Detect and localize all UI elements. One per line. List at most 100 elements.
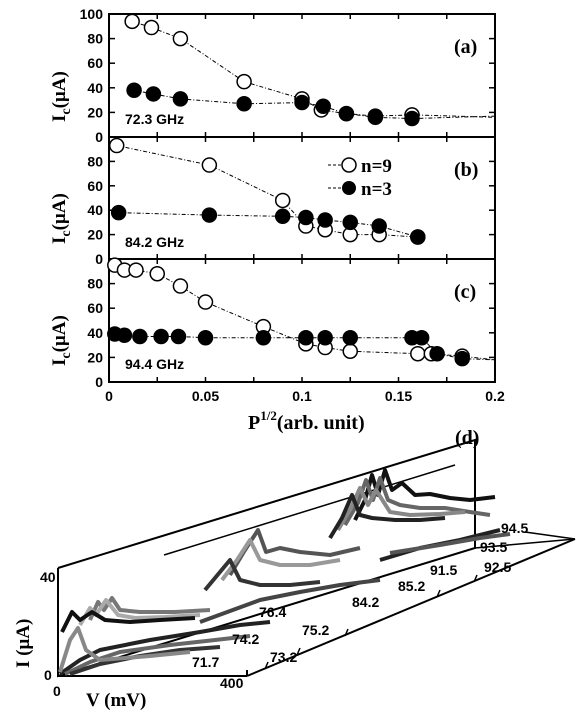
point-filled-0-2 [172,91,189,107]
point-filled-2-11 [413,329,430,346]
trace-front-5 [199,578,381,624]
point-filled-2-12 [429,345,445,362]
trace-84-2 [220,538,341,582]
point-filled-0-7 [367,109,384,126]
panel-d-depth-axis [246,538,576,677]
point-filled-2-2 [132,328,148,345]
panel-d-xtick-400: 400 [220,675,244,691]
y-label-c-unit: (μA) [49,315,70,352]
panel-label-a: (a) [454,36,477,58]
point-open-1-0 [108,137,125,154]
point-open-2-3 [149,266,165,282]
x-label-sup: 1/2 [260,408,277,423]
y-tick-label-1-3: 60 [87,178,103,194]
point-filled-1-3 [298,209,314,226]
point-filled-2-8 [317,329,333,346]
y-tick-label-1-1: 20 [87,227,103,243]
y-axis-label-c: Ic(μA) [49,315,74,366]
point-filled-1-2 [274,208,291,225]
y-tick-label-0-2: 40 [87,80,103,96]
svg-text:Ic(μA): Ic(μA) [49,315,74,366]
panel-label-c: (c) [454,281,476,303]
y-tick-label-0-4: 80 [87,31,103,47]
legend-marker-filled [342,181,356,195]
panel-d-depth-ticks [264,574,478,670]
depth-tick-3 [344,628,349,637]
legend: n=9 n=3 [328,156,392,200]
point-filled-1-1 [201,207,218,223]
y-label-b-main: I [49,237,70,244]
annotation-94-4: 94.4 GHz [125,356,184,372]
y-tick-label-0-0: 0 [95,129,103,145]
trace-75-2 [88,596,211,621]
trace-74-2 [78,598,201,627]
trace-73-2 [60,610,196,633]
point-filled-0-3 [236,96,252,112]
point-filled-2-9 [342,329,358,346]
point-filled-1-5 [342,214,358,231]
point-filled-2-3 [153,328,169,345]
scatter-layer: 0 20 40 60 80 100 0 20 40 60 80 0 20 40 60 80 0 0.05 0.1 0.… [80,6,505,404]
panel-label-b: (b) [454,159,478,181]
z-label-74-2: 74.2 [232,631,259,647]
x-tick-label-0: 0 [105,388,113,404]
depth-tick-5 [473,574,478,583]
y-label-c-sub: c [59,352,74,358]
panel-d-xtick-0: 0 [53,683,61,699]
panel-d-back-frame [57,438,476,678]
point-filled-2-7 [298,329,314,346]
point-open-0-2 [172,30,189,47]
trace-front-7 [389,532,511,555]
point-open-1-1 [201,157,218,173]
trace-94-5 [353,468,496,521]
point-open-2-10 [410,345,426,362]
y-tick-label-2-3: 60 [87,300,103,316]
x-axis-label: P1/2(arb. unit) [248,408,365,434]
y-tick-label-2-0: 0 [95,374,103,390]
point-filled-2-4 [170,328,187,345]
y-tick-label-2-1: 20 [87,349,103,365]
point-open-2-5 [197,294,214,310]
annotation-84-2: 84.2 GHz [125,234,184,250]
panel-frames [108,13,496,383]
trace-85-2 [228,528,361,577]
y-label-b-sub: c [59,230,74,236]
z-label-94-5: 94.5 [501,520,528,536]
z-label-85-2: 85.2 [398,578,425,594]
z-label-75-2: 75.2 [302,622,329,638]
depth-tick-4 [436,589,441,598]
panel-d-ytick-0: 0 [44,667,52,683]
x-tick-label-4: 0.2 [485,388,505,404]
panel-d-right-edge [474,538,576,549]
z-label-71-7: 71.7 [192,654,219,670]
x-tick-label-2: 0.1 [292,388,312,404]
point-open-2-9 [342,343,358,359]
trace-93-5 [343,476,491,527]
trace-front-4 [58,626,191,673]
point-open-1-2 [274,192,291,209]
y-label-b-unit: (μA) [49,193,70,230]
y-tick-label-2-2: 40 [87,325,103,341]
x-label-main: P [248,412,260,434]
point-open-2-2 [128,262,144,278]
trace-76-4 [203,558,321,592]
point-filled-1-4 [317,212,333,228]
point-open-0-1 [143,19,160,36]
point-filled-2-5 [197,329,214,346]
y-tick-label-0-3: 60 [87,55,103,71]
z-label-93-5: 93.5 [480,539,507,555]
point-open-0-3 [236,73,252,90]
y-axis-label-a: Ic(μA) [49,71,74,122]
legend-marker-open [341,157,357,173]
x-label-unit: (arb. unit) [277,412,365,434]
y-tick-label-2-4: 80 [87,276,103,292]
svg-text:Ic(μA): Ic(μA) [49,193,74,244]
y-tick-label-0-5: 100 [80,6,104,22]
y-tick-label-0-1: 20 [87,104,103,120]
point-filled-1-0 [110,204,127,221]
y-tick-label-1-2: 40 [87,202,103,218]
z-label-73-2: 73.2 [270,649,297,665]
point-filled-0-5 [315,98,331,114]
point-filled-2-13 [454,350,470,367]
